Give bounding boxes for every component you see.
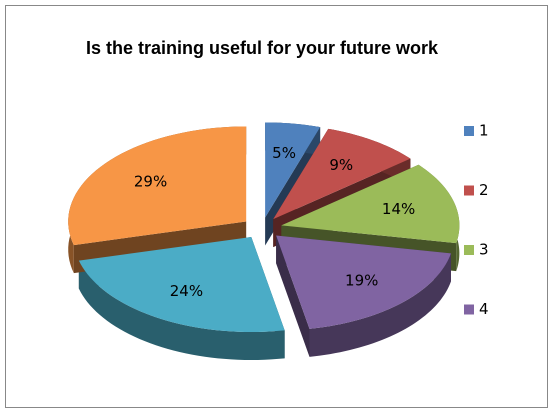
slice-side: [78, 260, 285, 361]
data-label: 5%: [272, 144, 296, 162]
legend-label: 1: [479, 122, 489, 140]
slice: [281, 164, 460, 244]
legend-label: 2: [479, 181, 489, 199]
slice: [68, 126, 247, 246]
slice-side: [309, 253, 451, 357]
legend-swatch: [464, 245, 474, 255]
legend-swatch: [464, 185, 474, 196]
legend-label: 4: [479, 300, 489, 318]
data-label: 19%: [345, 272, 378, 290]
data-label: 24%: [170, 282, 203, 300]
chart-title: Is the training useful for your future w…: [85, 38, 439, 58]
data-label: 14%: [382, 200, 415, 218]
slice: [265, 122, 321, 218]
data-label: 29%: [134, 172, 167, 190]
legend-swatch: [464, 126, 474, 136]
legend-swatch: [464, 304, 474, 315]
slice: [276, 235, 451, 329]
slice: [78, 237, 285, 333]
slice: [273, 128, 411, 220]
legend-label: 3: [479, 241, 489, 259]
slice-wall: [276, 235, 310, 357]
data-label: 9%: [329, 156, 353, 174]
